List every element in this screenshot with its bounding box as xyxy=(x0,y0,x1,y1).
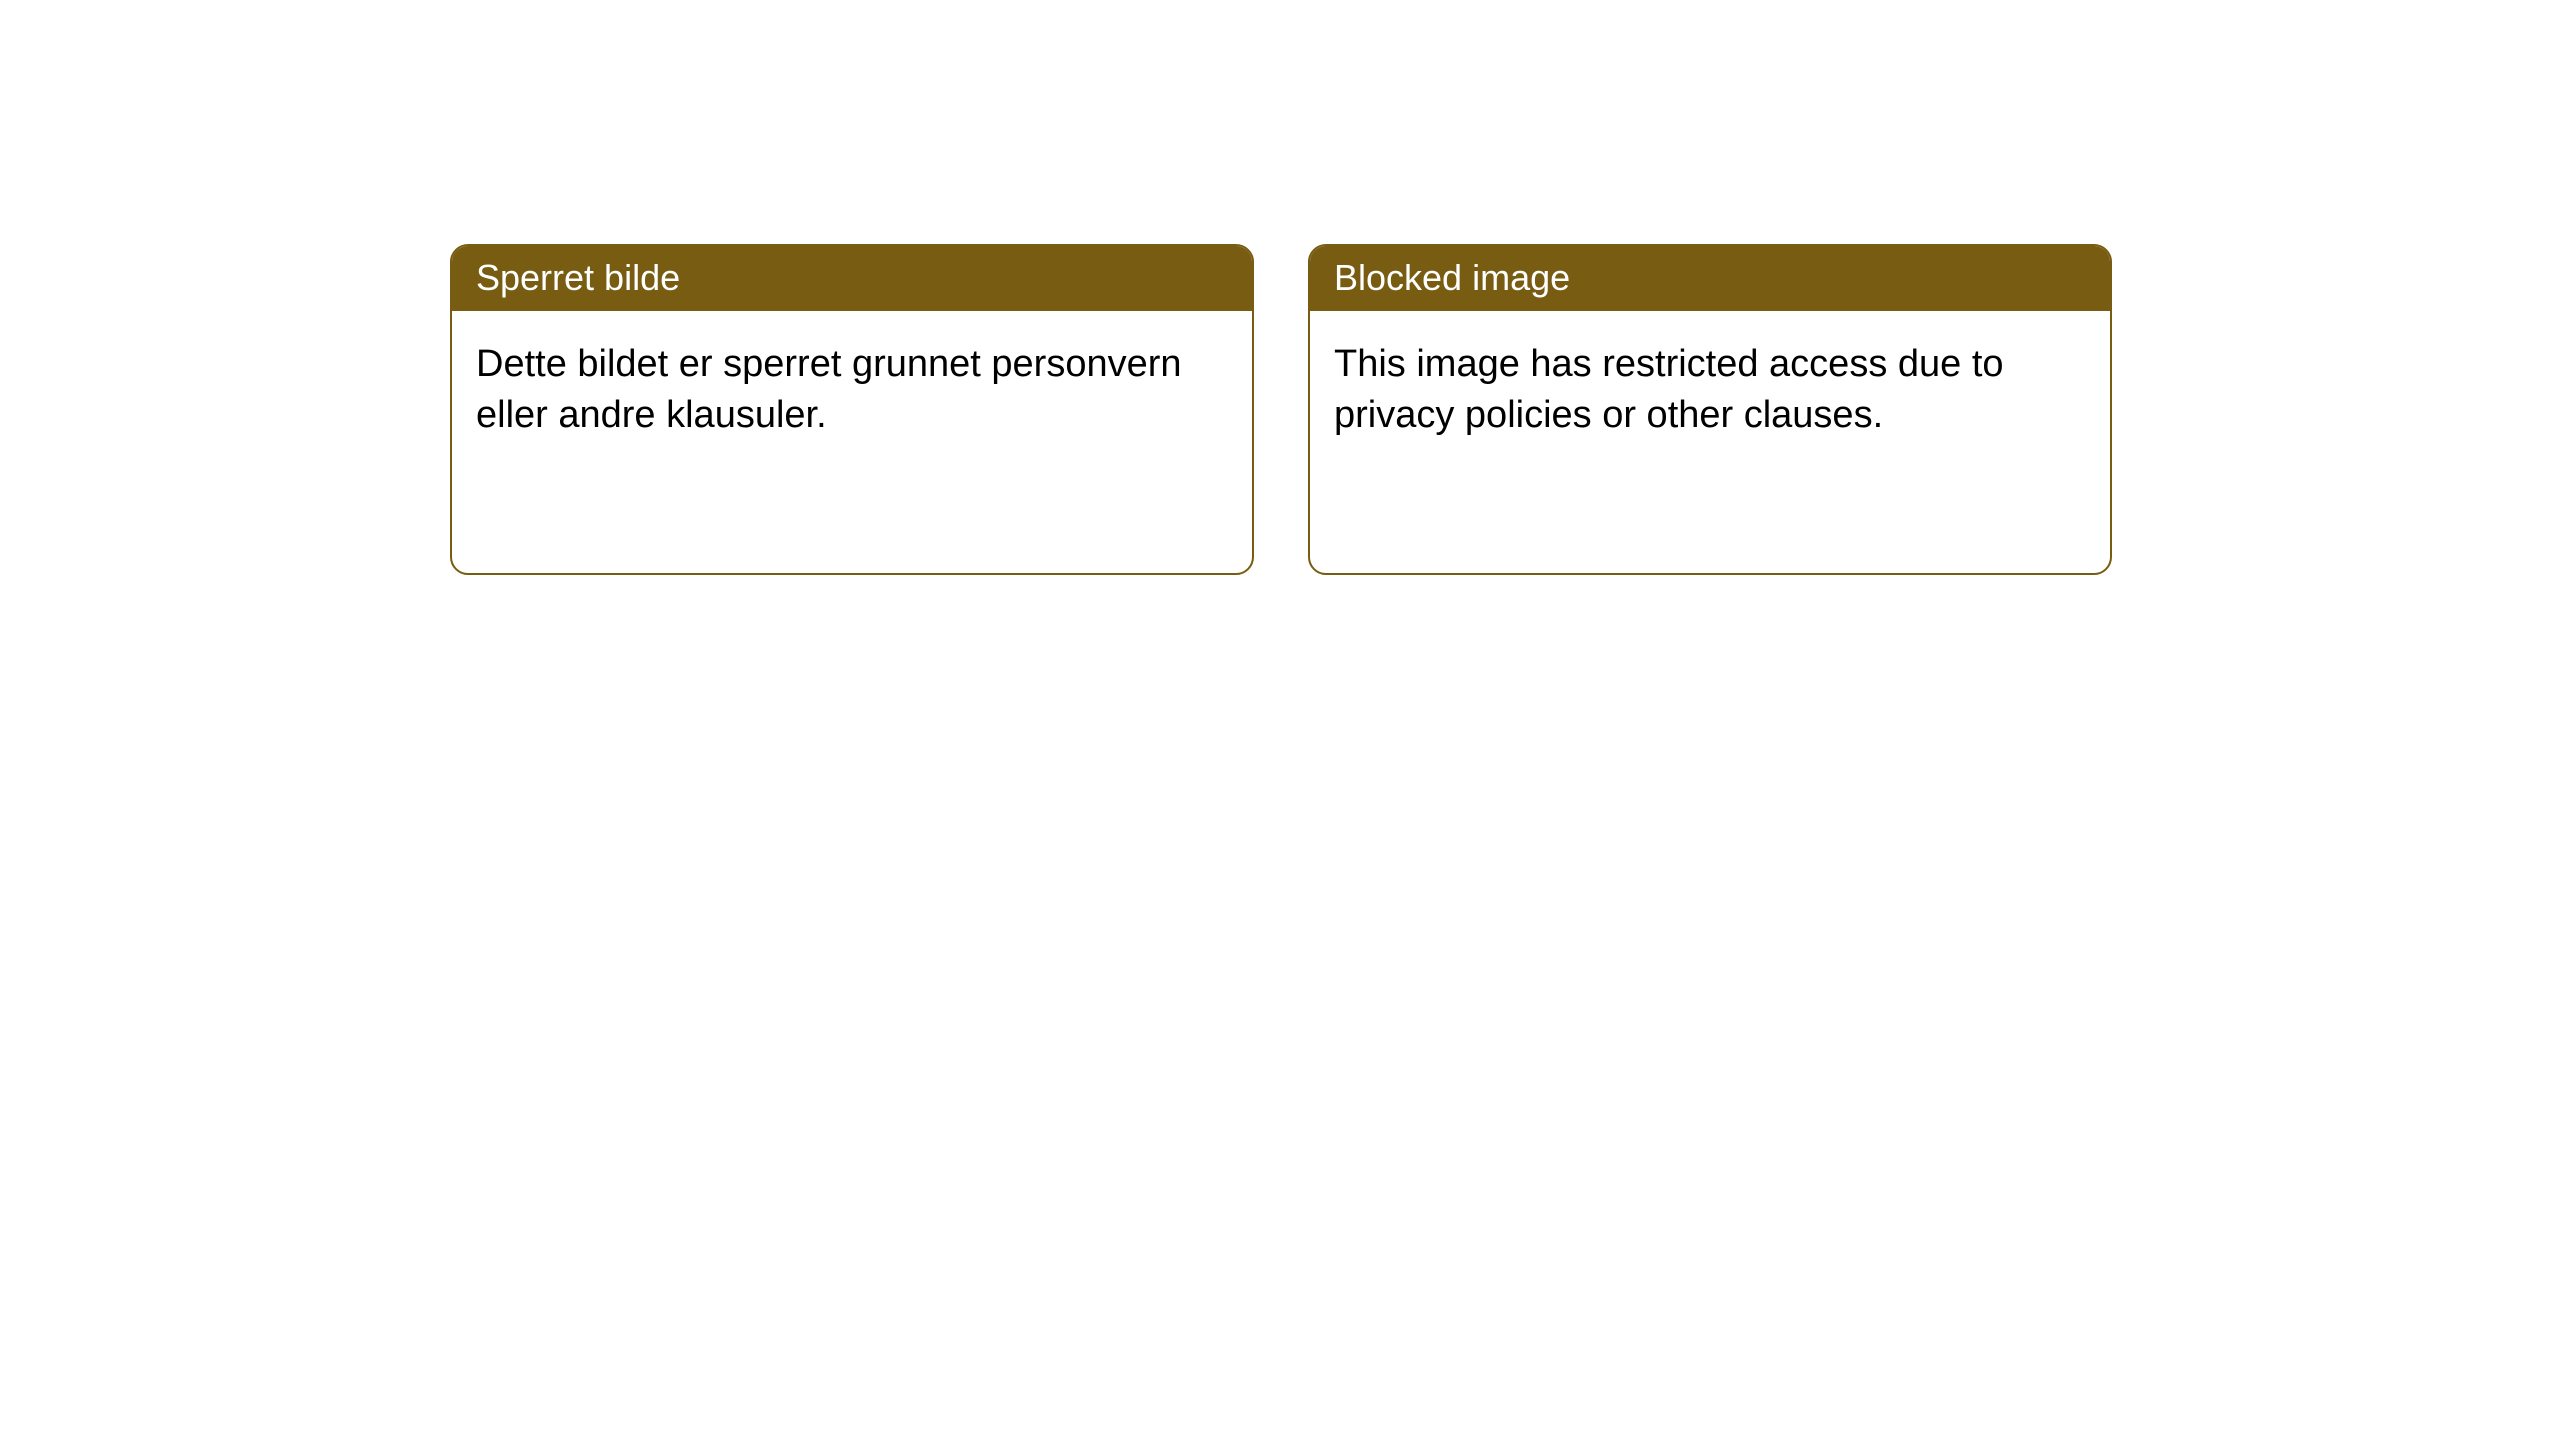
notice-title-english: Blocked image xyxy=(1310,246,2110,311)
notice-container: Sperret bilde Dette bildet er sperret gr… xyxy=(0,0,2560,575)
notice-body-norwegian: Dette bildet er sperret grunnet personve… xyxy=(452,311,1252,573)
notice-title-norwegian: Sperret bilde xyxy=(452,246,1252,311)
notice-card-norwegian: Sperret bilde Dette bildet er sperret gr… xyxy=(450,244,1254,575)
notice-card-english: Blocked image This image has restricted … xyxy=(1308,244,2112,575)
notice-body-english: This image has restricted access due to … xyxy=(1310,311,2110,573)
